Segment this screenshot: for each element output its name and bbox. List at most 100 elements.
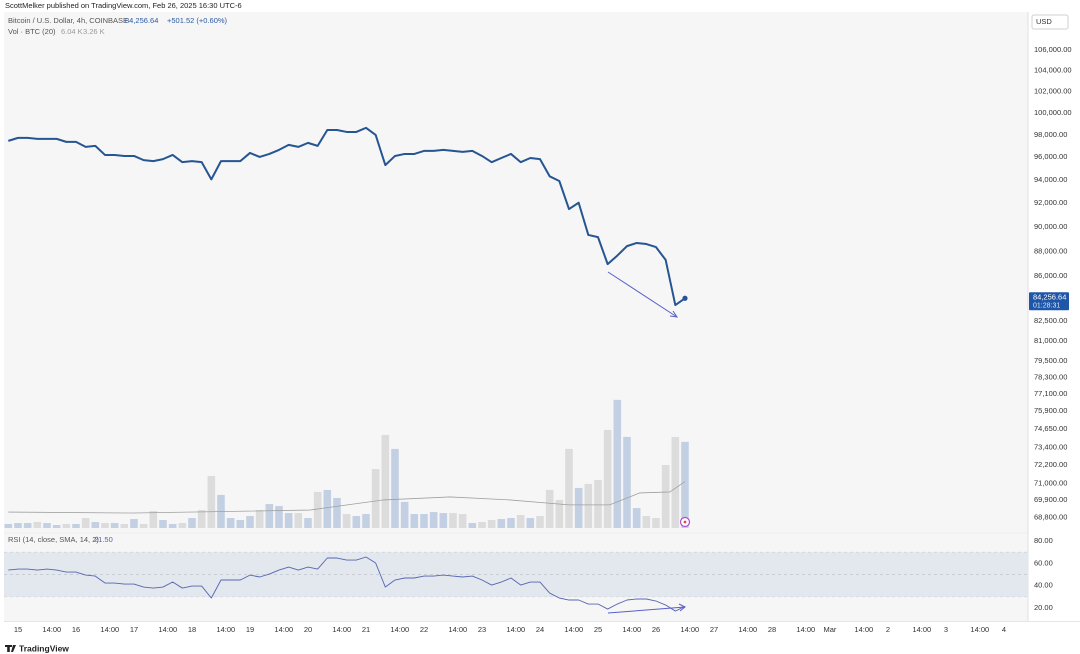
footer-brand: TradingView: [19, 643, 69, 653]
rsi-title: RSI (14, close, SMA, 14, 2): [8, 535, 99, 544]
x-tick-label: 17: [130, 625, 138, 634]
volume-bar: [197, 510, 206, 528]
symbol-title: Bitcoin / U.S. Dollar, 4h, COINBASE: [8, 16, 128, 25]
y-tick-label: 102,000.00: [1034, 87, 1072, 96]
y-tick-label: 96,000.00: [1034, 152, 1067, 161]
volume-bar: [497, 519, 506, 528]
volume-bar: [130, 519, 138, 528]
volume-bar: [420, 514, 428, 528]
volume-bar: [642, 516, 651, 528]
x-tick-label: 24: [536, 625, 544, 634]
volume-sma: [8, 481, 686, 514]
x-tick-label: 15: [14, 625, 22, 634]
x-tick-label: 2: [886, 625, 890, 634]
y-tick-label: 68,800.00: [1034, 512, 1067, 521]
volume-bar: [632, 508, 641, 528]
volume-bar: [584, 483, 593, 528]
x-tick-label: 19: [246, 625, 254, 634]
volume-sma-value: 3.26 K: [83, 27, 105, 36]
divergence-arrowhead: [669, 310, 679, 318]
y-tick-label: 81,000.00: [1034, 336, 1067, 345]
x-tick-label: 14:00: [622, 625, 641, 634]
change: +501.52 (+0.60%): [167, 16, 228, 25]
x-tick-label: 14:00: [912, 625, 931, 634]
x-tick-label: 16: [72, 625, 80, 634]
volume-bar: [516, 515, 525, 528]
y-tick-label: 77,100.00: [1034, 389, 1067, 398]
volume-bar: [294, 513, 303, 528]
volume-bar: [458, 514, 467, 528]
y-tick-label: 106,000.00: [1034, 45, 1072, 54]
y-tick-label: 92,000.00: [1034, 198, 1067, 207]
volume-bar: [661, 464, 670, 528]
volume-bar: [362, 514, 370, 528]
volume-bar: [603, 429, 612, 528]
x-tick-label: 4: [1002, 625, 1006, 634]
volume-bar: [313, 491, 322, 528]
x-tick-label: 14:00: [390, 625, 409, 634]
volume-bar: [507, 518, 515, 528]
x-tick-label: 14:00: [158, 625, 177, 634]
x-tick-label: 14:00: [100, 625, 119, 634]
y-tick-label: 94,000.00: [1034, 175, 1067, 184]
x-tick-label: 22: [420, 625, 428, 634]
y-tick-label: 88,000.00: [1034, 246, 1067, 255]
x-tick-label: 14:00: [970, 625, 989, 634]
volume-bar: [487, 520, 496, 528]
x-tick-label: 14:00: [564, 625, 583, 634]
volume-bar: [391, 448, 399, 528]
y-tick-label: 86,000.00: [1034, 271, 1067, 280]
volume-bar: [81, 518, 90, 528]
volume-bar: [62, 524, 71, 528]
volume-bar: [226, 518, 235, 528]
y-tick-label: 73,400.00: [1034, 442, 1067, 451]
volume-bar: [149, 511, 158, 528]
x-tick-label: 14:00: [680, 625, 699, 634]
countdown: 01:28:31: [1033, 303, 1060, 310]
volume-bar: [400, 501, 409, 528]
currency: USD: [1036, 17, 1052, 26]
publisher: ScottMelker published on TradingView.com…: [5, 1, 242, 10]
series-line: [8, 556, 686, 612]
volume-title: Vol · BTC (20): [8, 27, 56, 36]
y-tick-label: 80.00: [1034, 536, 1053, 545]
currency-box[interactable]: [1031, 14, 1069, 30]
x-tick-label: 14:00: [448, 625, 467, 634]
x-tick-label: 3: [944, 625, 948, 634]
volume-bar: [101, 523, 109, 528]
x-tick-label: 14:00: [738, 625, 757, 634]
volume-bar: [255, 510, 264, 528]
volume-bar: [91, 522, 100, 528]
x-tick-label: 14:00: [854, 625, 873, 634]
y-tick-label: 75,900.00: [1034, 406, 1067, 415]
divergence-arrow: [607, 271, 678, 318]
last-point: [682, 295, 688, 301]
volume-bar: [23, 523, 32, 528]
y-tick-label: 69,900.00: [1034, 495, 1067, 504]
volume-bar: [671, 436, 680, 528]
y-tick-label: 79,500.00: [1034, 356, 1067, 365]
volume-bar: [120, 524, 129, 528]
volume-bar: [613, 399, 622, 528]
volume-value: 6.04 K: [61, 27, 83, 36]
y-tick-label: 72,200.00: [1034, 460, 1067, 469]
x-tick-label: 18: [188, 625, 196, 634]
y-tick-label: 78,300.00: [1034, 373, 1067, 382]
volume-bar: [52, 525, 61, 528]
volume-bar: [526, 518, 535, 528]
event-marker-dot: [683, 520, 687, 524]
y-tick-label: 90,000.00: [1034, 222, 1067, 231]
logo: [5, 645, 16, 652]
price-badge: [1029, 292, 1069, 311]
volume-bar: [168, 524, 177, 528]
volume-bar: [207, 475, 216, 528]
x-tick-label: 14:00: [506, 625, 525, 634]
x-tick-label: 27: [710, 625, 718, 634]
volume-bar: [159, 520, 167, 528]
volume-bar: [139, 524, 148, 528]
x-tick-label: 14:00: [42, 625, 61, 634]
y-tick-label: 71,000.00: [1034, 478, 1067, 487]
volume-bar: [429, 512, 438, 528]
